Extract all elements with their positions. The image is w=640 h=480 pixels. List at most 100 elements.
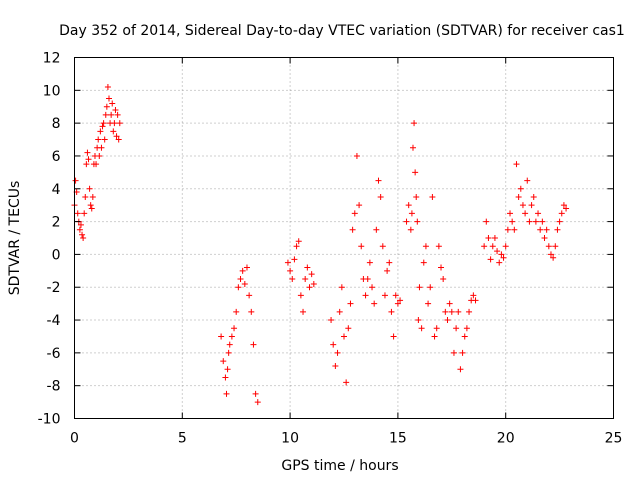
data-point bbox=[371, 300, 378, 307]
data-point bbox=[364, 276, 371, 283]
data-point bbox=[287, 267, 294, 274]
data-point bbox=[304, 264, 311, 271]
data-point bbox=[86, 185, 93, 192]
data-point bbox=[563, 205, 570, 212]
data-point bbox=[496, 259, 503, 266]
data-point bbox=[450, 349, 457, 356]
data-point bbox=[72, 177, 79, 184]
data-point bbox=[377, 193, 384, 200]
plot-frame bbox=[74, 57, 614, 419]
data-point bbox=[306, 284, 313, 291]
data-point bbox=[330, 341, 337, 348]
data-point bbox=[504, 226, 511, 233]
data-point bbox=[110, 128, 117, 135]
data-segment-5 bbox=[403, 120, 479, 373]
data-point bbox=[415, 317, 422, 324]
data-point bbox=[114, 111, 121, 118]
data-point bbox=[231, 325, 238, 332]
data-point bbox=[459, 349, 466, 356]
data-point bbox=[457, 366, 464, 373]
data-point bbox=[483, 218, 490, 225]
data-point bbox=[228, 333, 235, 340]
data-point bbox=[515, 193, 522, 200]
data-point bbox=[455, 308, 462, 315]
data-point bbox=[302, 276, 309, 283]
data-point bbox=[444, 317, 451, 324]
y-tick-label: -10 bbox=[38, 412, 61, 428]
data-point bbox=[115, 136, 122, 143]
y-tick-label: -4 bbox=[47, 313, 61, 329]
data-point bbox=[334, 349, 341, 356]
x-tick-label: 25 bbox=[605, 431, 623, 447]
y-axis-label: SDTVAR / TECUs bbox=[7, 181, 23, 296]
data-point bbox=[343, 379, 350, 386]
data-point bbox=[440, 276, 447, 283]
data-point bbox=[463, 325, 470, 332]
data-point bbox=[381, 292, 388, 299]
data-point bbox=[353, 152, 360, 159]
data-point bbox=[394, 300, 401, 307]
data-point bbox=[369, 284, 376, 291]
data-point bbox=[84, 149, 91, 156]
data-point bbox=[411, 120, 418, 127]
x-tick-label: 0 bbox=[70, 431, 79, 447]
data-point bbox=[252, 390, 259, 397]
data-point bbox=[500, 254, 507, 261]
data-point bbox=[388, 308, 395, 315]
data-point bbox=[375, 177, 382, 184]
data-point bbox=[552, 243, 559, 250]
data-point bbox=[246, 292, 253, 299]
y-tick-label: 2 bbox=[52, 215, 61, 231]
data-point bbox=[472, 297, 479, 304]
data-segment-6 bbox=[481, 161, 570, 266]
data-point bbox=[98, 144, 105, 151]
data-point bbox=[74, 210, 81, 217]
tick-labels: 0 5 10 15 20 25 -10 -8 -6 -4 -2 0 2 4 6 8 10 12 bbox=[38, 51, 623, 447]
grid-lines bbox=[74, 57, 614, 419]
x-tick-label: 15 bbox=[389, 431, 407, 447]
data-segment-1 bbox=[71, 84, 123, 241]
data-point bbox=[403, 218, 410, 225]
data-point bbox=[79, 231, 86, 238]
data-point bbox=[416, 284, 423, 291]
data-point bbox=[438, 264, 445, 271]
data-point bbox=[222, 374, 229, 381]
data-point bbox=[295, 238, 302, 245]
data-point bbox=[336, 308, 343, 315]
data-point bbox=[487, 256, 494, 263]
data-point bbox=[407, 226, 414, 233]
data-point bbox=[104, 84, 111, 91]
data-point bbox=[379, 243, 386, 250]
data-point bbox=[556, 218, 563, 225]
y-tick-label: -6 bbox=[47, 346, 61, 362]
data-point bbox=[243, 264, 250, 271]
data-point bbox=[519, 202, 526, 209]
data-point bbox=[466, 308, 473, 315]
data-point bbox=[291, 256, 298, 263]
data-point bbox=[349, 226, 356, 233]
data-point bbox=[535, 210, 542, 217]
data-point bbox=[386, 259, 393, 266]
data-point bbox=[362, 292, 369, 299]
data-point bbox=[550, 254, 557, 261]
data-point bbox=[422, 243, 429, 250]
data-point bbox=[233, 308, 240, 315]
data-point bbox=[446, 300, 453, 307]
data-segment-2 bbox=[218, 264, 261, 406]
y-tick-label: -8 bbox=[47, 379, 61, 395]
data-point bbox=[481, 243, 488, 250]
data-point bbox=[80, 235, 87, 241]
data-point bbox=[347, 300, 354, 307]
data-point bbox=[250, 341, 257, 348]
data-point bbox=[517, 185, 524, 192]
chart-title: Day 352 of 2014, Sidereal Day-to-day VTE… bbox=[59, 23, 625, 39]
data-point bbox=[560, 202, 567, 209]
data-point bbox=[356, 202, 363, 209]
data-point bbox=[99, 123, 106, 130]
data-point bbox=[112, 107, 119, 114]
data-point bbox=[83, 161, 90, 168]
data-point bbox=[511, 226, 518, 233]
data-point bbox=[373, 226, 380, 233]
x-tick-label: 20 bbox=[497, 431, 515, 447]
data-point bbox=[332, 362, 339, 369]
